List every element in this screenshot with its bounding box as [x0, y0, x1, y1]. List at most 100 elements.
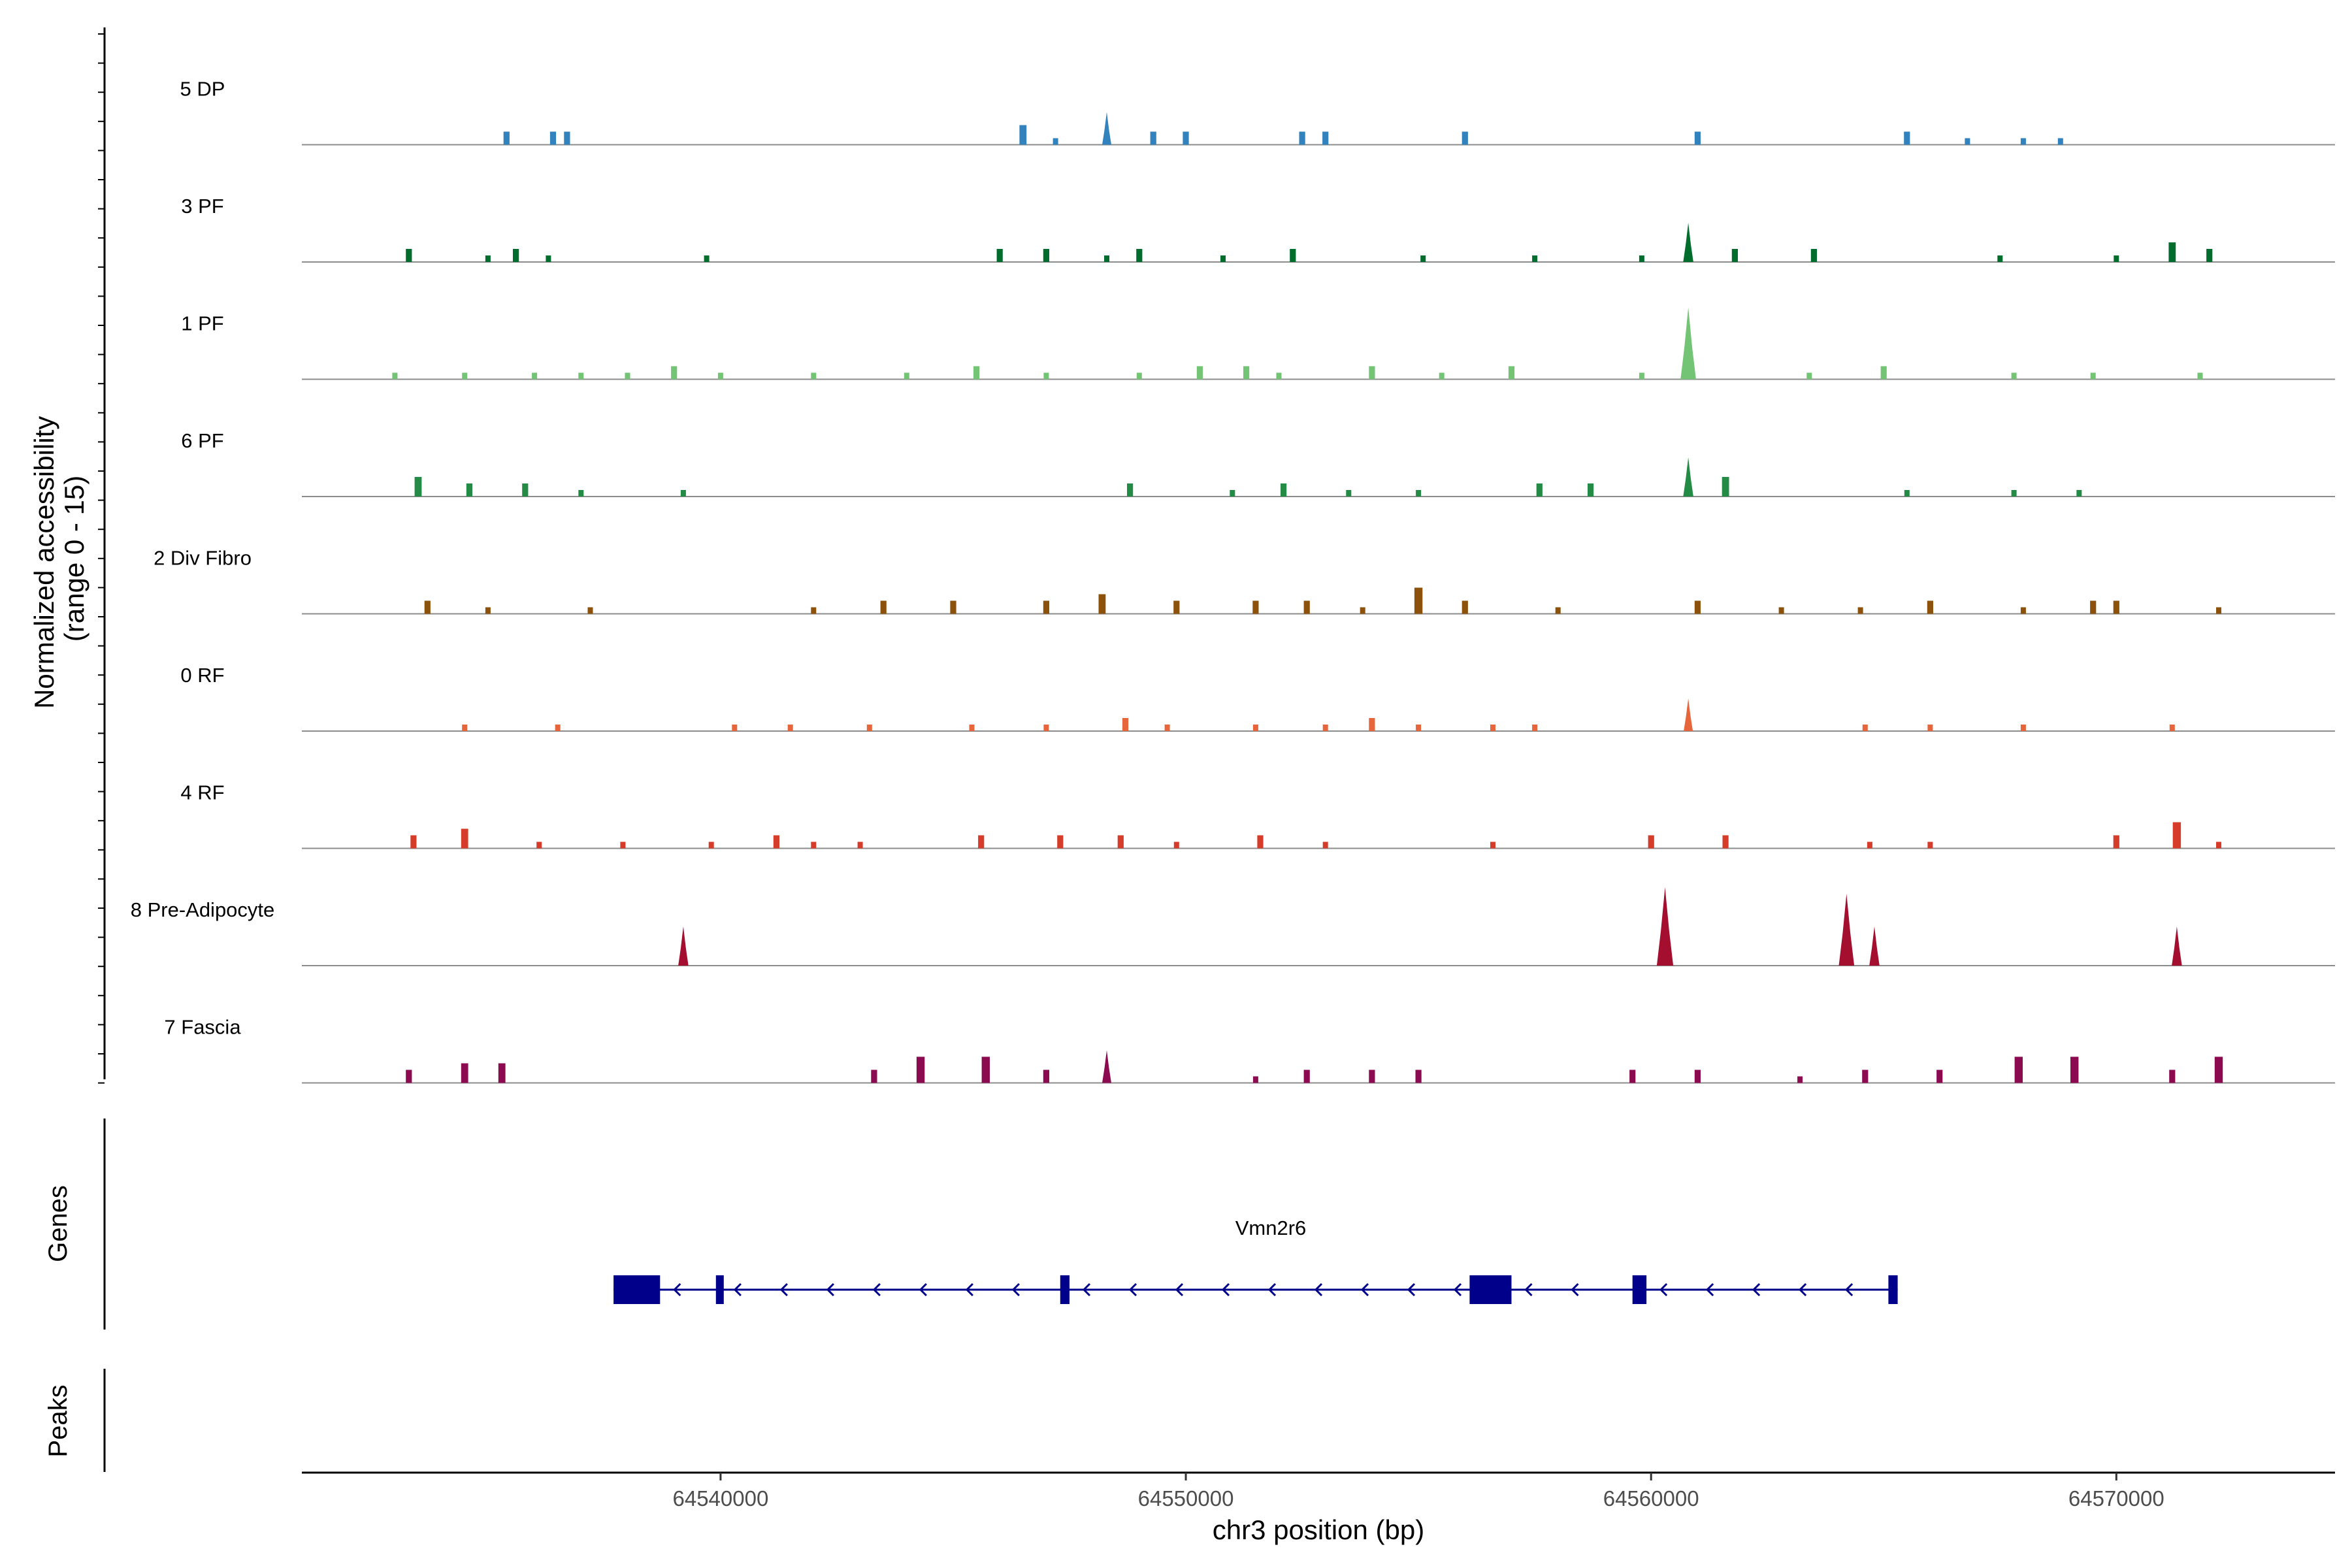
- x-axis-title: chr3 position (bp): [1213, 1514, 1425, 1545]
- coverage-peak: [1252, 600, 1259, 614]
- coverage-peak: [2011, 490, 2017, 497]
- track-label: 0 RF: [180, 664, 224, 687]
- coverage-peak: [1838, 894, 1855, 966]
- strand-arrow: [779, 1282, 788, 1297]
- coverage-peak: [1927, 600, 1933, 614]
- coverage-peak: [1053, 138, 1058, 145]
- coverage-peak: [678, 926, 689, 966]
- coverage-peak: [1415, 1070, 1422, 1083]
- coverage-peak: [1532, 255, 1538, 262]
- coverage-peak: [1588, 483, 1594, 497]
- coverage-peak: [564, 131, 570, 145]
- coverage-peak: [1462, 600, 1468, 614]
- coverage-peak: [969, 725, 975, 731]
- coverage-peak: [708, 841, 714, 849]
- coverage-peak: [620, 841, 626, 849]
- coverage-peak: [1555, 607, 1561, 614]
- coverage-peak: [1322, 841, 1328, 849]
- coverage-peak: [1019, 125, 1027, 145]
- strand-arrow: [1407, 1282, 1416, 1297]
- coverage-peak: [811, 372, 817, 380]
- coverage-peak: [1276, 372, 1282, 380]
- track-2-div-fibro: 2 Div Fibro: [154, 547, 2335, 615]
- coverage-peak: [2011, 372, 2017, 380]
- coverage-peak: [871, 1070, 877, 1083]
- coverage-peak: [1257, 835, 1264, 849]
- coverage-peak: [2197, 372, 2203, 380]
- coverage-peak: [485, 255, 491, 262]
- coverage-peak: [1252, 725, 1258, 731]
- strand-arrow: [1524, 1282, 1533, 1297]
- coverage-peak: [2113, 600, 2119, 614]
- peaks-panel: Peaks: [44, 1369, 106, 1472]
- coverage-peak: [1694, 1070, 1701, 1083]
- gene-exon: [613, 1275, 661, 1304]
- coverage-peak: [513, 249, 519, 262]
- coverage-peak: [2216, 607, 2221, 614]
- coverage-peak: [1867, 841, 1872, 849]
- coverage-peak: [1722, 835, 1729, 849]
- coverage-peak: [2169, 725, 2175, 731]
- coverage-peak: [406, 1070, 412, 1083]
- coverage-peak: [2114, 255, 2119, 262]
- gene-exon: [1632, 1275, 1647, 1304]
- strand-arrow: [1844, 1282, 1854, 1297]
- coverage-peak: [2172, 926, 2182, 966]
- coverage-peak: [625, 372, 630, 380]
- coverage-peak: [410, 835, 417, 849]
- coverage-peak: [950, 600, 956, 614]
- strand-arrow: [872, 1282, 881, 1297]
- track-label: 5 DP: [180, 78, 225, 101]
- coverage-peak: [680, 490, 686, 497]
- coverage-peak: [2169, 1070, 2176, 1083]
- coverage-peak: [406, 249, 412, 262]
- coverage-peak: [1694, 131, 1701, 145]
- coverage-peak: [1303, 600, 1310, 614]
- coverage-peak: [1360, 607, 1365, 614]
- coverage-peak: [866, 725, 872, 731]
- coverage-peak: [1220, 255, 1226, 262]
- coverage-peak: [1927, 841, 1933, 849]
- coverage-peak: [1862, 1070, 1869, 1083]
- coverage-peak: [1532, 725, 1538, 731]
- coverage-peak: [1629, 1070, 1636, 1083]
- coverage-peak: [1369, 718, 1375, 731]
- track-7-fascia: 7 Fascia: [164, 1016, 2335, 1084]
- coverage-peak: [1122, 718, 1129, 731]
- coverage-peak: [1648, 835, 1654, 849]
- coverage-peak: [522, 483, 529, 497]
- coverage-peak: [1043, 1070, 1049, 1083]
- gene-exon: [1469, 1275, 1512, 1304]
- track-label: 7 Fascia: [164, 1016, 241, 1039]
- strand-arrow: [1221, 1282, 1230, 1297]
- coverage-peak: [461, 1063, 468, 1083]
- y-axis-title: Normalized accessibility (range 0 - 15): [29, 408, 90, 709]
- coverage-peak: [1722, 477, 1729, 497]
- coverage-peak: [1252, 1076, 1258, 1083]
- coverage-peak: [996, 249, 1003, 262]
- coverage-peak: [1683, 457, 1693, 497]
- strand-arrow: [1571, 1282, 1579, 1297]
- coverage-peak: [717, 372, 723, 380]
- coverage-peak: [1136, 249, 1143, 262]
- track-8-pre-adipocyte: 8 Pre-Adipocyte: [131, 887, 2335, 966]
- x-tick-label: 64560000: [1603, 1486, 1699, 1511]
- coverage-peak: [578, 372, 584, 380]
- coverage-peak: [1778, 607, 1784, 614]
- track-label: 2 Div Fibro: [154, 547, 252, 570]
- strand-arrow: [1082, 1282, 1091, 1297]
- coverage-peak: [1369, 366, 1375, 380]
- coverage-peak: [2057, 138, 2063, 145]
- coverage-peak: [414, 477, 422, 497]
- coverage-peak: [1490, 725, 1495, 731]
- x-tick-label: 64540000: [673, 1486, 769, 1511]
- coverage-peak: [549, 131, 557, 145]
- coverage-peak: [704, 255, 710, 262]
- coverage-peak: [904, 372, 909, 380]
- track-4-rf: 4 RF: [180, 781, 2335, 849]
- genes-panel-label: Genes: [44, 1185, 73, 1262]
- coverage-peak: [732, 725, 738, 731]
- coverage-peak: [462, 372, 468, 380]
- track-label: 3 PF: [181, 195, 223, 218]
- coverage-peak: [1043, 372, 1049, 380]
